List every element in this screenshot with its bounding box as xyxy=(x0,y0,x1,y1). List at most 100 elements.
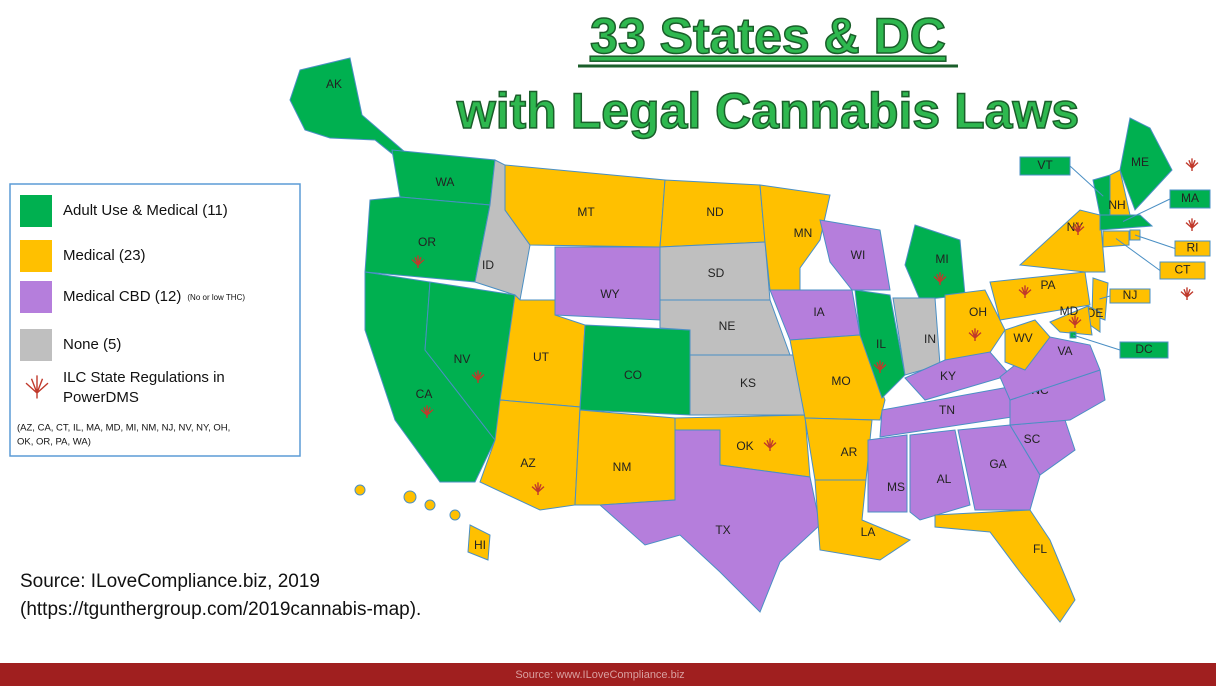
state-label: RI xyxy=(1187,241,1199,255)
state-label: IN xyxy=(924,332,936,346)
state-label: OH xyxy=(969,305,987,319)
legend-swatch xyxy=(20,329,52,361)
state-label: IL xyxy=(876,337,886,351)
state-label: KS xyxy=(740,376,756,390)
state-shape xyxy=(934,509,1076,623)
state-label: TN xyxy=(939,403,955,417)
state-shape xyxy=(854,289,906,399)
state-label: NY xyxy=(1067,220,1084,234)
state-label: NM xyxy=(613,460,632,474)
state-label: MS xyxy=(887,480,905,494)
state-shape xyxy=(598,429,821,613)
island xyxy=(403,490,417,504)
state-shape xyxy=(574,409,676,506)
legend-ilc-list: OK, OR, PA, WA) xyxy=(17,437,91,448)
state-label: NJ xyxy=(1123,288,1138,302)
ilc-icon xyxy=(1185,218,1199,231)
legend-label: Medical CBD (12) xyxy=(63,288,181,305)
state-label: NV xyxy=(454,352,471,366)
state-label: MO xyxy=(831,374,850,388)
state-label: MA xyxy=(1181,191,1199,205)
callout-line xyxy=(1099,295,1111,300)
state-label: WY xyxy=(600,287,619,301)
legend-box xyxy=(9,183,301,457)
ilc-icon xyxy=(25,375,49,399)
state-shape xyxy=(819,219,891,291)
ilc-icon xyxy=(1068,315,1082,328)
state-label: MT xyxy=(577,205,595,219)
us-map: AK WA OR CA NV ID MT WY UT CO AZ NM ND SD NE KS OK TX MN IA… xyxy=(289,57,1211,623)
state-shape xyxy=(1119,117,1173,211)
state-shape xyxy=(804,417,873,481)
island xyxy=(449,509,461,521)
ilc-icon xyxy=(531,482,545,495)
state-label: KY xyxy=(940,369,956,383)
state-label: NE xyxy=(719,319,736,333)
legend-swatch xyxy=(20,281,52,313)
legend-ilc-label: PowerDMS xyxy=(63,389,139,406)
ilc-icon xyxy=(1071,222,1085,235)
state-shape xyxy=(944,289,1006,361)
legend-label: Adult Use & Medical (11) xyxy=(63,202,228,219)
legend-label: Medical (23) xyxy=(63,247,146,264)
state-label: ND xyxy=(706,205,724,219)
state-label: NH xyxy=(1108,198,1125,212)
ilc-icon xyxy=(420,405,434,418)
state-label: ME xyxy=(1131,155,1149,169)
legend: Adult Use & Medical (11) Medical (23) Medi… xyxy=(9,183,301,457)
state-shape xyxy=(867,434,908,513)
title-line2: with Legal Cannabis Laws xyxy=(456,83,1079,139)
source-line2: (https://tgunthergroup.com/2019cannabis-… xyxy=(20,599,421,620)
state-label: MI xyxy=(935,252,948,266)
state-label: OK xyxy=(736,439,753,453)
island xyxy=(424,499,436,511)
state-shape xyxy=(1099,214,1154,231)
state-label: AK xyxy=(326,77,342,91)
state-label: TX xyxy=(715,523,730,537)
state-shape xyxy=(989,271,1091,321)
state-shape xyxy=(814,479,912,561)
state-label: UT xyxy=(533,350,550,364)
legend-note: (No or low THC) xyxy=(187,293,245,302)
ilc-icon xyxy=(933,272,947,285)
state-label: SD xyxy=(708,266,725,280)
state-shape xyxy=(1004,319,1051,371)
callout-line xyxy=(1134,234,1176,249)
ilc-icon xyxy=(968,328,982,341)
state-label: DE xyxy=(1087,306,1104,320)
state-shape xyxy=(957,424,1041,511)
state-shape xyxy=(904,224,966,301)
ilc-icon xyxy=(411,255,425,268)
state-label: CT xyxy=(1175,263,1192,277)
state-label: LA xyxy=(861,525,876,539)
state-shape xyxy=(479,399,581,511)
callout-line xyxy=(1069,165,1104,197)
ilc-icon xyxy=(1018,285,1032,298)
callout-line xyxy=(1115,238,1161,271)
state-shape xyxy=(467,524,491,561)
ilc-icon xyxy=(873,360,887,373)
state-label: FL xyxy=(1033,542,1047,556)
state-shape xyxy=(904,351,1011,401)
state-label: GA xyxy=(989,457,1006,471)
source-line1: Source: ILoveCompliance.biz, 2019 xyxy=(20,571,320,592)
state-label: SC xyxy=(1024,432,1041,446)
state-shape xyxy=(909,429,971,521)
state-label: DC xyxy=(1135,342,1153,356)
footer-bar xyxy=(0,663,1216,686)
ilc-icon xyxy=(1185,158,1199,171)
state-label: AZ xyxy=(520,456,535,470)
state-label: AL xyxy=(937,472,952,486)
legend-ilc-list: (AZ, CA, CT, IL, MA, MD, MI, NM, NJ, NV,… xyxy=(17,423,230,434)
legend-swatch xyxy=(20,195,52,227)
state-label: MD xyxy=(1060,304,1079,318)
state-label: CO xyxy=(624,368,642,382)
state-label: CA xyxy=(416,387,433,401)
title-line1: 33 States & DC xyxy=(590,8,946,64)
state-shape xyxy=(554,246,661,321)
legend-label: None (5) xyxy=(63,336,121,353)
state-label: WV xyxy=(1013,331,1032,345)
legend-ilc-label: ILC State Regulations in xyxy=(63,369,225,386)
state-shape xyxy=(759,184,831,291)
